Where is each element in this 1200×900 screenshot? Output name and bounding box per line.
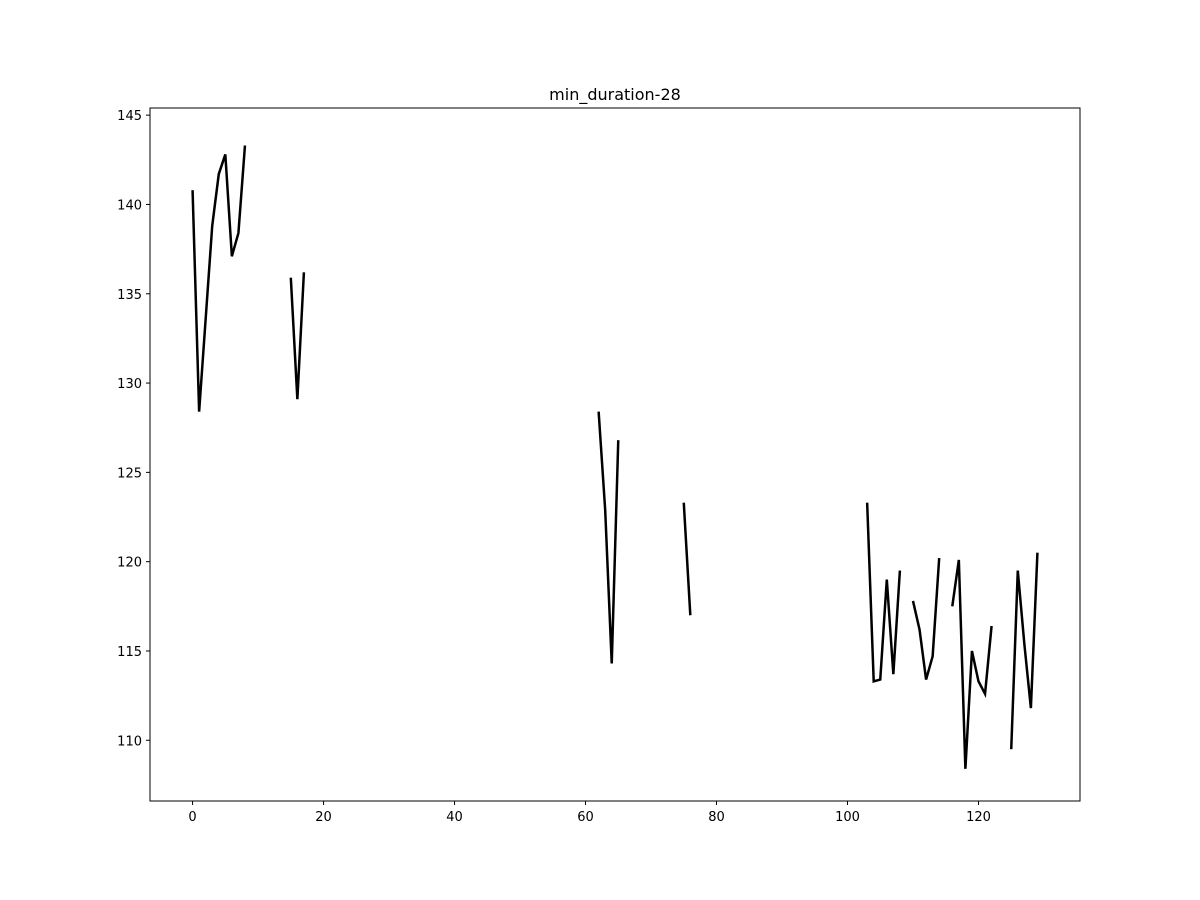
series-line-segment-8 <box>1009 552 1039 750</box>
x-tick-label: 40 <box>446 810 463 825</box>
x-tick-label: 100 <box>835 810 860 825</box>
y-tick-label: 125 <box>117 466 142 481</box>
y-tick-label: 140 <box>117 198 142 213</box>
x-tick-label: 0 <box>188 810 196 825</box>
y-tick-label: 130 <box>117 377 142 392</box>
y-tick-label: 110 <box>117 734 142 749</box>
y-tick-label: 115 <box>117 645 142 660</box>
series-line-segment-5 <box>865 502 902 683</box>
y-axis: 110 115 120 125 130 135 140 145 <box>117 109 150 749</box>
x-tick-label: 120 <box>966 810 991 825</box>
chart-title: min_duration-28 <box>549 85 681 105</box>
x-tick-label: 20 <box>315 810 332 825</box>
y-tick-label: 145 <box>117 109 142 124</box>
series-line-segment-3 <box>597 411 620 664</box>
series-line-segment-2 <box>289 272 306 400</box>
x-tick-label: 60 <box>577 810 594 825</box>
series-line-segment-7 <box>951 559 993 769</box>
x-axis: 0 20 40 60 80 100 120 <box>188 801 991 825</box>
y-tick-label: 120 <box>117 556 142 571</box>
series-line-segment-1 <box>191 145 247 412</box>
series-line-segment-6 <box>911 558 941 680</box>
plot-area <box>191 145 1039 769</box>
series-line-segment-4 <box>682 502 692 616</box>
y-tick-label: 135 <box>117 288 142 303</box>
x-tick-label: 80 <box>708 810 725 825</box>
axes-frame <box>149 107 1081 802</box>
